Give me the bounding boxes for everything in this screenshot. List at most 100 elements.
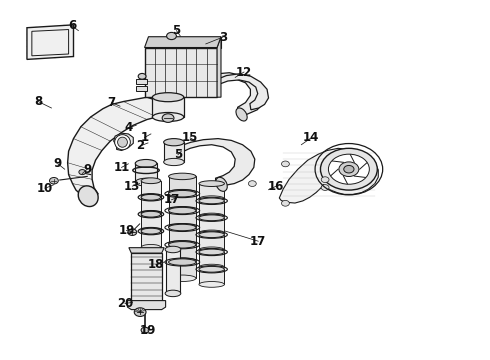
Ellipse shape xyxy=(199,215,224,221)
Text: 19: 19 xyxy=(118,224,135,237)
Text: 18: 18 xyxy=(147,258,164,271)
Circle shape xyxy=(282,161,290,167)
Circle shape xyxy=(49,177,58,184)
Circle shape xyxy=(321,185,329,190)
Circle shape xyxy=(282,201,290,206)
Ellipse shape xyxy=(152,113,184,122)
Text: 19: 19 xyxy=(140,324,156,337)
Ellipse shape xyxy=(164,139,184,146)
Bar xyxy=(169,194,196,210)
Bar xyxy=(164,142,184,162)
Polygon shape xyxy=(68,97,158,198)
Bar xyxy=(169,245,196,261)
Text: 13: 13 xyxy=(124,180,141,193)
Ellipse shape xyxy=(169,173,196,180)
Text: 8: 8 xyxy=(34,95,42,108)
Ellipse shape xyxy=(78,186,98,207)
Circle shape xyxy=(320,148,377,190)
Text: 20: 20 xyxy=(117,297,133,310)
Ellipse shape xyxy=(199,249,224,255)
Circle shape xyxy=(328,154,369,184)
Bar xyxy=(199,218,224,233)
Polygon shape xyxy=(129,248,164,253)
Ellipse shape xyxy=(141,228,161,234)
Text: 9: 9 xyxy=(54,157,62,170)
Ellipse shape xyxy=(199,198,224,204)
Ellipse shape xyxy=(141,228,161,233)
Ellipse shape xyxy=(199,266,224,272)
Ellipse shape xyxy=(164,158,184,166)
Circle shape xyxy=(248,181,256,186)
Ellipse shape xyxy=(118,137,127,147)
Ellipse shape xyxy=(199,196,224,202)
Ellipse shape xyxy=(152,93,184,102)
Polygon shape xyxy=(217,37,221,97)
Ellipse shape xyxy=(169,189,196,196)
Text: 11: 11 xyxy=(113,161,130,174)
Ellipse shape xyxy=(169,259,196,265)
Ellipse shape xyxy=(199,230,224,236)
Ellipse shape xyxy=(216,177,227,192)
Polygon shape xyxy=(279,148,378,203)
Bar xyxy=(169,262,196,278)
Bar xyxy=(169,228,196,244)
Text: 14: 14 xyxy=(303,131,319,144)
Ellipse shape xyxy=(199,282,224,287)
Ellipse shape xyxy=(141,194,161,200)
Ellipse shape xyxy=(165,246,181,253)
Polygon shape xyxy=(127,301,166,310)
Bar xyxy=(135,163,157,182)
Ellipse shape xyxy=(169,224,196,230)
Bar xyxy=(141,214,161,230)
Bar xyxy=(199,269,224,284)
Bar xyxy=(131,253,162,301)
Polygon shape xyxy=(215,74,269,110)
Ellipse shape xyxy=(199,232,224,238)
Bar xyxy=(199,252,224,267)
Text: 9: 9 xyxy=(83,163,91,176)
Ellipse shape xyxy=(169,190,196,197)
Circle shape xyxy=(344,166,354,173)
Polygon shape xyxy=(27,25,74,59)
Text: 17: 17 xyxy=(163,193,180,206)
Bar xyxy=(166,249,180,293)
Circle shape xyxy=(138,73,146,79)
Ellipse shape xyxy=(169,275,196,282)
Ellipse shape xyxy=(169,242,196,248)
Text: 10: 10 xyxy=(37,182,53,195)
Ellipse shape xyxy=(169,224,196,231)
Text: 7: 7 xyxy=(108,96,116,109)
Text: 16: 16 xyxy=(268,180,285,193)
Text: 5: 5 xyxy=(172,24,180,37)
Text: 1: 1 xyxy=(141,131,148,144)
Bar xyxy=(169,176,196,193)
Polygon shape xyxy=(217,73,264,114)
Polygon shape xyxy=(145,37,221,48)
Bar xyxy=(152,96,184,117)
Bar xyxy=(199,201,224,216)
Bar xyxy=(199,235,224,250)
Ellipse shape xyxy=(135,159,157,167)
Ellipse shape xyxy=(165,290,181,297)
Circle shape xyxy=(167,32,176,40)
Text: 4: 4 xyxy=(124,121,132,134)
Bar xyxy=(141,231,161,247)
Bar xyxy=(199,184,224,199)
Text: 5: 5 xyxy=(174,148,182,161)
Ellipse shape xyxy=(236,108,247,121)
Ellipse shape xyxy=(141,211,161,217)
Polygon shape xyxy=(180,139,255,185)
Text: 17: 17 xyxy=(250,235,267,248)
Ellipse shape xyxy=(135,178,157,186)
Ellipse shape xyxy=(141,194,161,200)
Ellipse shape xyxy=(199,213,224,219)
Circle shape xyxy=(339,162,359,176)
Circle shape xyxy=(162,114,174,122)
Bar xyxy=(141,197,161,213)
Circle shape xyxy=(79,170,86,175)
Ellipse shape xyxy=(199,264,224,270)
Polygon shape xyxy=(148,37,221,48)
Bar xyxy=(136,86,147,91)
Ellipse shape xyxy=(169,258,196,264)
Circle shape xyxy=(321,177,329,183)
